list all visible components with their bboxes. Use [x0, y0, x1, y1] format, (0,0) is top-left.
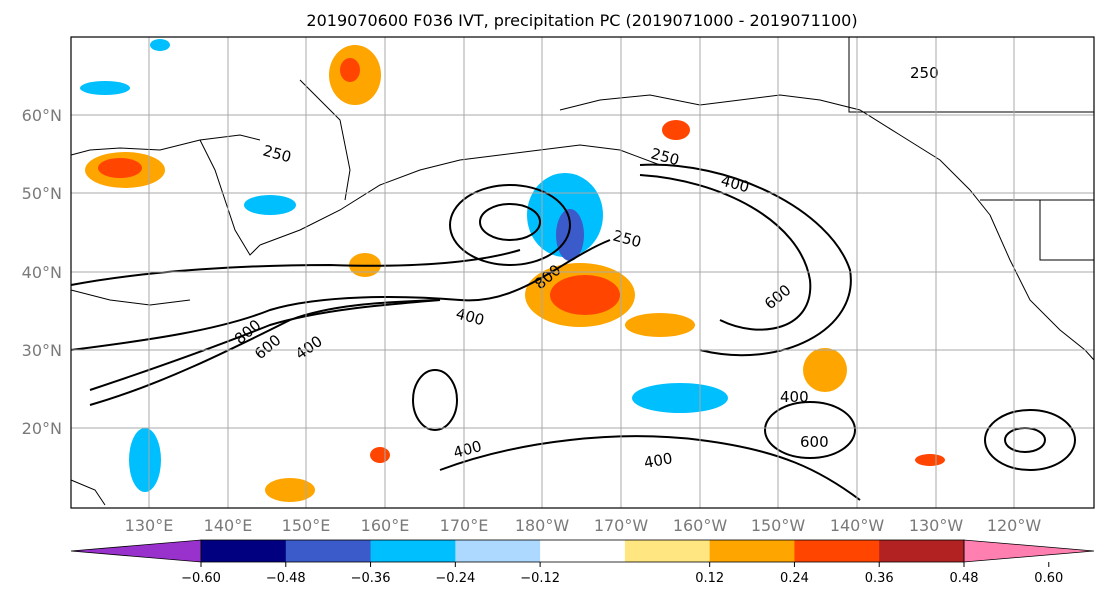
- ivt-contour-river-east: [639, 174, 812, 331]
- latitude-label: 20°N: [22, 419, 62, 438]
- japan-coastline: [199, 139, 261, 256]
- longitude-label: 150°E: [282, 516, 331, 535]
- colorbar-tick-label: 0.24: [780, 571, 809, 586]
- east-china-coastline: [70, 289, 191, 306]
- colorbar-tick-label: −0.12: [520, 571, 560, 586]
- alaska-coastline: [559, 94, 991, 216]
- state-borders: [1039, 200, 1094, 261]
- longitude-label: 150°W: [751, 516, 806, 535]
- ivt-contour-local-max: [764, 401, 856, 459]
- coastlines: [70, 37, 1095, 506]
- colorbar-cell: [370, 540, 456, 562]
- ivt-contour-400-south: [439, 435, 861, 501]
- precip-positive-area: [803, 348, 847, 392]
- longitude-label: 140°W: [830, 516, 885, 535]
- contour-label: 400: [780, 388, 809, 406]
- colorbar-tick-label: −0.60: [181, 571, 221, 586]
- contour-label: 400: [643, 449, 674, 472]
- colorbar-tick-label: 0.36: [865, 571, 894, 586]
- map-frame: [70, 36, 1095, 509]
- longitude-label: 160°E: [361, 516, 410, 535]
- colorbar-cell: [285, 540, 372, 562]
- ivt-cyclone-contour: [449, 184, 571, 266]
- longitude-label: 140°E: [204, 516, 253, 535]
- alaska-canada-border: [848, 37, 1094, 113]
- ivt-contour-local-max: [984, 409, 1076, 471]
- colorbar-cell: [879, 540, 965, 562]
- colorbar-cell: [624, 540, 711, 562]
- ivt-contours: [70, 163, 1076, 501]
- longitude-label: 130°W: [909, 516, 964, 535]
- longitude-label: 170°W: [594, 516, 649, 535]
- colorbar: −0.60 −0.48 −0.36 −0.24 −0.12 0.12 0.24 0.36 0.4…: [70, 539, 1095, 586]
- precip-negative-area: [150, 39, 170, 51]
- aleutian-chain: [259, 144, 661, 246]
- colorbar-tick-label: −0.24: [435, 571, 475, 586]
- colorbar-cell: [540, 540, 626, 562]
- longitude-label: 180°W: [515, 516, 570, 535]
- contour-label: 250: [910, 64, 939, 82]
- colorbar-cell: [455, 540, 541, 562]
- ivt-contour-800: [89, 299, 441, 406]
- asia-coastline: [70, 134, 261, 156]
- precip-strong-positive-area: [915, 454, 945, 466]
- ivt-contour-250: [70, 249, 521, 286]
- colorbar-cell: [794, 540, 880, 562]
- precip-negative-area: [80, 81, 130, 95]
- ivt-contour-river-outer: [639, 163, 852, 357]
- figure-title: 2019070600 F036 IVT, precipitation PC (2…: [306, 11, 857, 30]
- longitude-labels: 130°E 140°E 150°E 160°E 170°E 180°W 170°W 160°W…: [125, 516, 1042, 535]
- map-panel: 250 250 250 250 400 400 400 400 400 400 …: [70, 36, 1095, 509]
- colorbar-extend-max: [963, 539, 1095, 563]
- colorbar-extend-min: [70, 539, 202, 563]
- colorbar-cells: [70, 539, 1095, 563]
- longitude-label: 120°W: [987, 516, 1042, 535]
- colorbar-outline: [200, 539, 965, 563]
- latitude-labels: 60°N 50°N 40°N 30°N 20°N: [22, 106, 62, 438]
- colorbar-tick-label: 0.12: [695, 571, 724, 586]
- latitude-label: 40°N: [22, 263, 62, 282]
- colorbar-tick-label: 0.48: [950, 571, 979, 586]
- philippines-coastline: [70, 479, 106, 506]
- latitude-label: 60°N: [22, 106, 62, 125]
- ivt-contour-400: [70, 239, 611, 351]
- precip-strong-positive-area: [550, 275, 620, 315]
- precip-strong-negative-area: [556, 209, 584, 261]
- precip-negative-area: [632, 383, 728, 413]
- colorbar-ticks: −0.60 −0.48 −0.36 −0.24 −0.12 0.12 0.24 0.36 0.4…: [181, 562, 1063, 586]
- precip-negative-area: [129, 428, 161, 492]
- latitude-label: 30°N: [22, 341, 62, 360]
- precip-positive-area: [625, 313, 695, 337]
- graticule: [71, 37, 1094, 508]
- colorbar-cell: [709, 540, 795, 562]
- colorbar-cell: [201, 540, 287, 562]
- longitude-label: 170°E: [440, 516, 489, 535]
- kamchatka-coastline: [299, 79, 351, 201]
- precip-positive-area: [265, 478, 315, 502]
- colorbar-tick-label: −0.48: [266, 571, 306, 586]
- latitude-label: 50°N: [22, 184, 62, 203]
- ivt-contour-local-max: [412, 369, 458, 431]
- contour-label: 600: [800, 433, 829, 451]
- west-coast-coastline: [989, 214, 1095, 361]
- longitude-label: 130°E: [125, 516, 174, 535]
- precip-strong-positive-area: [340, 58, 360, 82]
- precip-negative-area: [244, 195, 296, 215]
- colorbar-tick-label: 0.60: [1034, 571, 1063, 586]
- precip-strong-positive-area: [662, 120, 690, 140]
- ivt-cyclone-inner-contour: [479, 203, 541, 241]
- precip-strong-positive-area: [370, 447, 390, 463]
- colorbar-tick-label: −0.36: [351, 571, 391, 586]
- longitude-label: 160°W: [673, 516, 728, 535]
- precip-strong-positive-area: [98, 158, 142, 178]
